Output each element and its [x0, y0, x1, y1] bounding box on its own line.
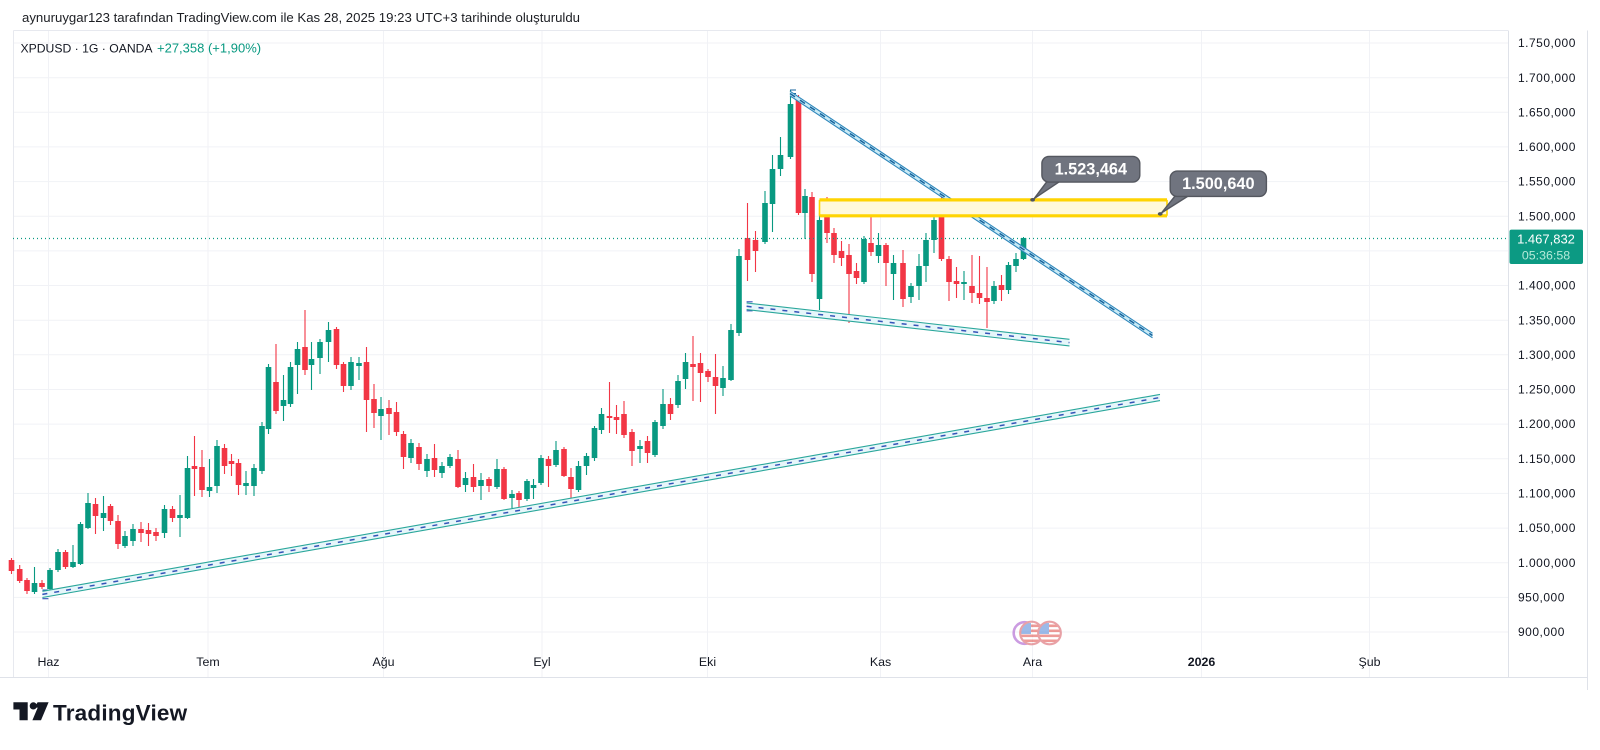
- svg-text:900,000: 900,000: [1518, 625, 1565, 639]
- svg-text:Şub: Şub: [1358, 655, 1380, 669]
- svg-text:1.150,000: 1.150,000: [1518, 452, 1576, 466]
- svg-text:Haz: Haz: [37, 655, 59, 669]
- svg-text:1.550,000: 1.550,000: [1518, 175, 1576, 189]
- svg-text:Ağu: Ağu: [372, 655, 394, 669]
- svg-text:1.750,000: 1.750,000: [1518, 36, 1576, 50]
- svg-text:1.400,000: 1.400,000: [1518, 279, 1576, 293]
- svg-text:Ara: Ara: [1023, 655, 1042, 669]
- svg-text:Kas: Kas: [870, 655, 891, 669]
- svg-text:1.650,000: 1.650,000: [1518, 105, 1576, 119]
- svg-text:1.600,000: 1.600,000: [1518, 140, 1576, 154]
- svg-text:1.500,000: 1.500,000: [1518, 209, 1576, 223]
- svg-text:1.500,640: 1.500,640: [1182, 175, 1254, 193]
- svg-text:Tem: Tem: [196, 655, 219, 669]
- svg-text:1.300,000: 1.300,000: [1518, 348, 1576, 362]
- svg-text:1.700,000: 1.700,000: [1518, 71, 1576, 85]
- svg-text:TradingView: TradingView: [53, 701, 188, 726]
- svg-text:+27,358 (+1,90%): +27,358 (+1,90%): [157, 41, 261, 56]
- svg-text:05:36:58: 05:36:58: [1522, 249, 1570, 263]
- svg-text:Eyl: Eyl: [533, 655, 550, 669]
- svg-text:1.350,000: 1.350,000: [1518, 313, 1576, 327]
- svg-text:Eki: Eki: [699, 655, 716, 669]
- svg-text:1.200,000: 1.200,000: [1518, 417, 1576, 431]
- svg-text:XPDUSD · 1G · OANDA: XPDUSD · 1G · OANDA: [21, 42, 154, 56]
- svg-text:950,000: 950,000: [1518, 591, 1565, 605]
- svg-text:1.250,000: 1.250,000: [1518, 383, 1576, 397]
- svg-text:1.523,464: 1.523,464: [1055, 160, 1127, 178]
- svg-text:aynuruygar123 tarafından Tradi: aynuruygar123 tarafından TradingView.com…: [22, 10, 580, 25]
- svg-text:2026: 2026: [1188, 655, 1216, 669]
- svg-text:1.467,832: 1.467,832: [1517, 231, 1575, 246]
- svg-text:1.100,000: 1.100,000: [1518, 487, 1576, 501]
- svg-text:1.000,000: 1.000,000: [1518, 556, 1576, 570]
- svg-text:1.050,000: 1.050,000: [1518, 521, 1576, 535]
